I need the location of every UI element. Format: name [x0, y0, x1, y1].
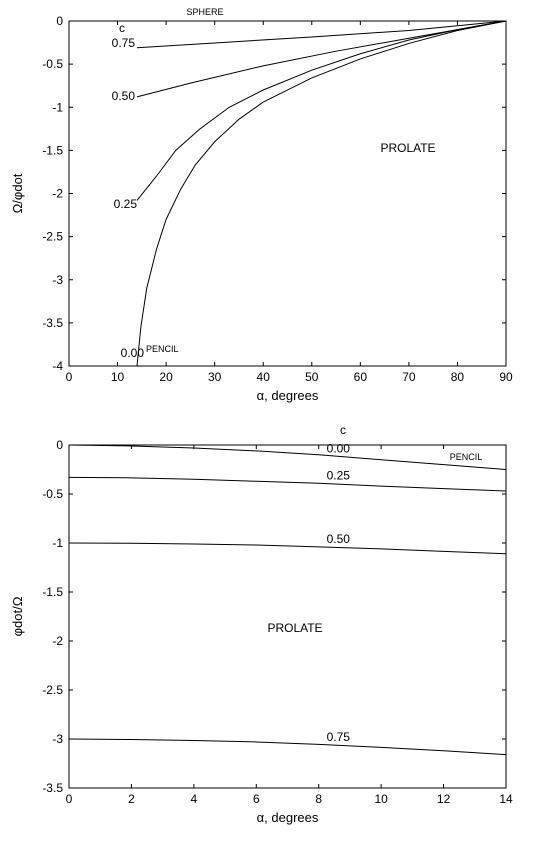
annotation-region: PROLATE — [267, 621, 322, 635]
y-tick-label: -3.5 — [42, 316, 63, 330]
x-tick-label: 4 — [191, 792, 198, 806]
x-tick-label: 6 — [253, 792, 260, 806]
series-label-c-0.25: 0.25 — [327, 469, 351, 483]
chart-omega-over-phidot: 0 10 20 30 40 50 60 70 80 90 0 -0.5 -1 -1.5 -2 -2.5 -3 -3… — [10, 7, 513, 403]
annotation-region: PROLATE — [380, 141, 435, 155]
x-tick-label: 20 — [159, 370, 173, 384]
x-tick-label: 60 — [354, 370, 368, 384]
y-tick-label: -3 — [52, 273, 63, 287]
x-tick-label: 0 — [66, 792, 73, 806]
y-tick-label: -3.5 — [42, 781, 63, 795]
x-tick-label: 14 — [499, 792, 513, 806]
y-tick-label: 0 — [56, 14, 63, 28]
y-tick-label: -2.5 — [42, 683, 63, 697]
y-axis-label: φdot/Ω — [10, 596, 25, 636]
y-tick-label: -0.5 — [42, 487, 63, 501]
annotation-right: PENCIL — [450, 452, 483, 462]
x-tick-label: 10 — [111, 370, 125, 384]
x-tick-label: 50 — [305, 370, 319, 384]
x-axis-label: α, degrees — [257, 388, 319, 403]
series-line-c-0.75 — [136, 20, 507, 49]
x-tick-label: 12 — [437, 792, 451, 806]
y-tick-label: -1.5 — [42, 585, 63, 599]
x-axis-label: α, degrees — [257, 810, 319, 825]
annotation-bottom: PENCIL — [146, 344, 179, 354]
series-line-c-0.50 — [68, 542, 507, 555]
x-tick-label: 80 — [451, 370, 465, 384]
x-tick-label: 40 — [257, 370, 271, 384]
series-line-c-0.25 — [68, 476, 507, 492]
series-line-c-0.00 — [136, 20, 507, 367]
x-tick-label: 2 — [128, 792, 135, 806]
y-tick-label: -4 — [52, 359, 63, 373]
series-line-c-0.00 — [68, 444, 507, 470]
annotation-param: c — [119, 21, 125, 35]
series-label-c-0.00: 0.00 — [121, 346, 145, 360]
y-tick-label: -2 — [52, 634, 63, 648]
series-label-c-0.00: 0.00 — [327, 441, 351, 455]
y-tick-label: -3 — [52, 732, 63, 746]
series-label-c-0.50: 0.50 — [327, 532, 351, 546]
series-label-c-0.50: 0.50 — [112, 89, 136, 103]
series-label-c-0.75: 0.75 — [327, 730, 351, 744]
plot-frame — [68, 444, 507, 789]
x-tick-label: 70 — [402, 370, 416, 384]
annotation-top: SPHERE — [186, 7, 223, 17]
x-tick-label: 8 — [315, 792, 322, 806]
y-tick-label: -2 — [52, 187, 63, 201]
y-axis-label: Ω/φdot — [10, 173, 25, 213]
x-tick-label: 10 — [374, 792, 388, 806]
series-line-c-0.25 — [136, 20, 507, 201]
series-label-c-0.75: 0.75 — [112, 36, 136, 50]
series-label-c-0.25: 0.25 — [114, 197, 138, 211]
y-tick-label: 0 — [56, 438, 63, 452]
x-tick-label: 0 — [66, 370, 73, 384]
y-tick-label: -1 — [52, 100, 63, 114]
y-tick-label: -1 — [52, 536, 63, 550]
x-tick-label: 30 — [208, 370, 222, 384]
y-tick-label: -2.5 — [42, 230, 63, 244]
y-tick-label: -0.5 — [42, 57, 63, 71]
chart-phidot-over-omega: 0 2 4 6 8 10 12 14 0 -0.5 -1 -1.5 -2 -2.5 -3 -3.5 α, deg… — [10, 423, 513, 825]
x-tick-label: 90 — [499, 370, 513, 384]
y-tick-label: -1.5 — [42, 143, 63, 157]
plot-frame — [68, 20, 507, 367]
series-line-c-0.75 — [68, 738, 507, 756]
annotation-param: c — [340, 423, 346, 437]
